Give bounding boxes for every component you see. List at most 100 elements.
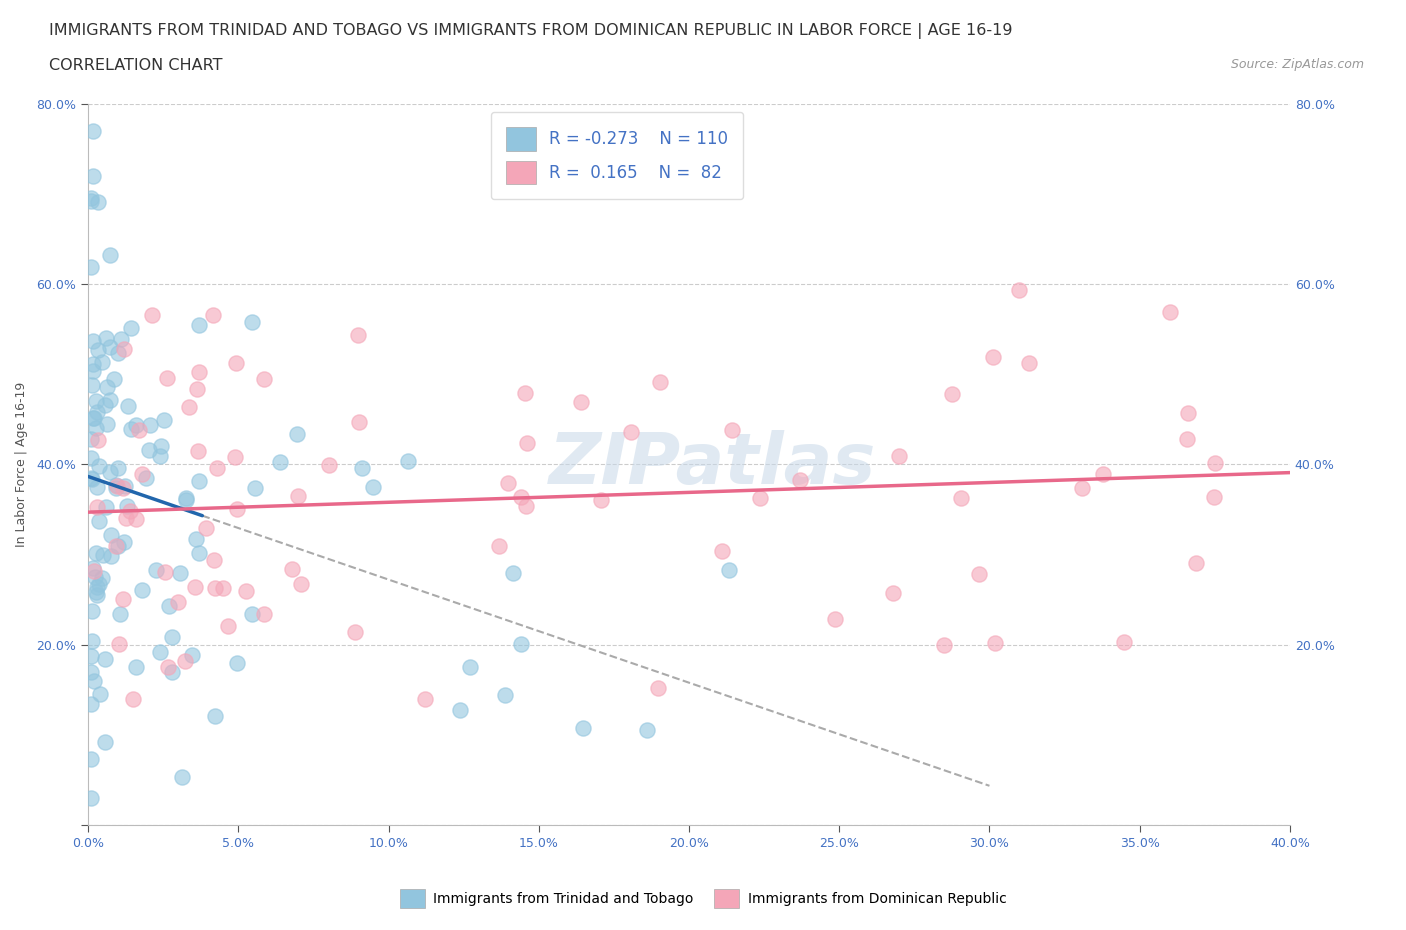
Point — [887, 449, 910, 464]
Point — [361, 480, 384, 495]
Point — [153, 565, 176, 580]
Point — [87, 432, 110, 447]
Point — [589, 492, 612, 507]
Point — [80, 604, 103, 619]
Point — [496, 475, 519, 490]
Point — [86, 342, 108, 357]
Point — [413, 691, 436, 706]
Point — [84, 569, 107, 584]
Point — [105, 479, 128, 494]
Point — [108, 606, 131, 621]
Point — [93, 398, 115, 413]
Point — [721, 423, 744, 438]
Point — [82, 472, 104, 486]
Point — [89, 458, 111, 473]
Point — [162, 630, 184, 644]
Point — [174, 654, 197, 669]
Point — [950, 491, 973, 506]
Point — [80, 259, 103, 274]
Point — [344, 625, 367, 640]
Point — [226, 656, 249, 671]
Point — [967, 566, 990, 581]
Point — [82, 561, 104, 576]
Point — [80, 432, 103, 446]
Point — [789, 473, 811, 488]
Point — [82, 364, 104, 379]
Point — [120, 321, 142, 336]
Point — [117, 399, 139, 414]
Point — [107, 346, 129, 361]
Point — [269, 454, 291, 469]
Point — [80, 191, 103, 206]
Text: CORRELATION CHART: CORRELATION CHART — [49, 58, 222, 73]
Point — [86, 405, 108, 419]
Point — [149, 644, 172, 659]
Point — [80, 696, 103, 711]
Point — [104, 481, 127, 496]
Point — [245, 481, 267, 496]
Point — [187, 365, 209, 379]
Point — [82, 168, 104, 183]
Text: Source: ZipAtlas.com: Source: ZipAtlas.com — [1230, 58, 1364, 71]
Point — [121, 691, 143, 706]
Point — [86, 500, 108, 515]
Point — [94, 499, 117, 514]
Point — [96, 416, 118, 431]
Point — [80, 790, 103, 805]
Point — [114, 478, 136, 493]
Point — [150, 438, 173, 453]
Point — [224, 450, 246, 465]
Point — [1092, 467, 1115, 482]
Point — [94, 651, 117, 666]
Point — [217, 619, 239, 634]
Point — [100, 549, 122, 564]
Point — [84, 546, 107, 561]
Point — [1185, 555, 1208, 570]
Point — [204, 580, 226, 595]
Point — [202, 552, 225, 567]
Point — [571, 721, 593, 736]
Point — [167, 594, 190, 609]
Point — [115, 498, 138, 513]
Point — [125, 418, 148, 432]
Point — [111, 481, 134, 496]
Point — [80, 378, 103, 392]
Point — [187, 474, 209, 489]
Point — [205, 461, 228, 476]
Point — [96, 379, 118, 394]
Point — [488, 539, 510, 554]
Point — [87, 513, 110, 528]
Point — [636, 723, 658, 737]
Point — [82, 633, 104, 648]
Point — [515, 498, 537, 513]
Legend: Immigrants from Trinidad and Tobago, Immigrants from Dominican Republic: Immigrants from Trinidad and Tobago, Imm… — [394, 883, 1012, 914]
Point — [100, 527, 122, 542]
Point — [184, 531, 207, 546]
Point — [112, 534, 135, 549]
Point — [103, 372, 125, 387]
Point — [82, 333, 104, 348]
Point — [240, 607, 263, 622]
Point — [83, 411, 105, 426]
Point — [187, 318, 209, 333]
Point — [82, 410, 104, 425]
Point — [87, 577, 110, 591]
Point — [882, 585, 904, 600]
Point — [86, 480, 108, 495]
Point — [1204, 456, 1226, 471]
Point — [91, 570, 114, 585]
Point — [82, 356, 104, 371]
Point — [941, 387, 963, 402]
Point — [108, 636, 131, 651]
Point — [1008, 283, 1031, 298]
Point — [83, 673, 105, 688]
Text: IMMIGRANTS FROM TRINIDAD AND TOBAGO VS IMMIGRANTS FROM DOMINICAN REPUBLIC IN LAB: IMMIGRANTS FROM TRINIDAD AND TOBAGO VS I… — [49, 23, 1012, 39]
Point — [149, 448, 172, 463]
Point — [287, 488, 309, 503]
Point — [285, 427, 308, 442]
Point — [155, 371, 177, 386]
Point — [202, 308, 225, 323]
Point — [650, 375, 672, 390]
Point — [212, 581, 235, 596]
Point — [226, 501, 249, 516]
